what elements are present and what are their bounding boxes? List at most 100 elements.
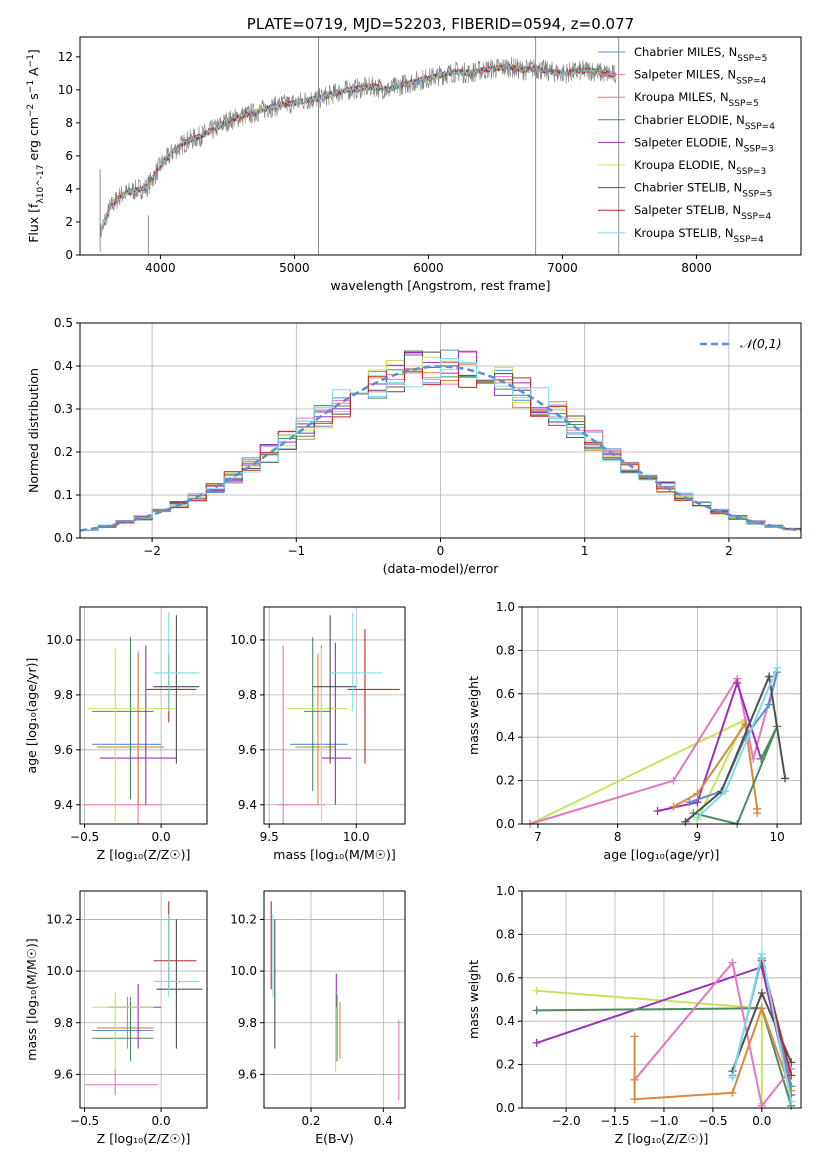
y-tick-label: 0.1 bbox=[54, 488, 73, 502]
axes-frame bbox=[79, 606, 208, 825]
x-tick-label: 0.0 bbox=[152, 830, 171, 844]
y-tick-label: 10.0 bbox=[46, 964, 73, 978]
x-tick-label: 0 bbox=[437, 544, 445, 558]
weight-marker bbox=[728, 958, 737, 967]
weight-marker bbox=[630, 1095, 639, 1104]
weight-marker bbox=[693, 813, 702, 822]
weight-marker bbox=[781, 774, 790, 783]
y-tick-label: 10.2 bbox=[230, 912, 257, 926]
y-tick-label: 0.4 bbox=[54, 359, 73, 373]
model-spectrum bbox=[102, 64, 617, 230]
label-part: Chabrier ELODIE, N bbox=[634, 113, 745, 127]
legend-label: Chabrier ELODIE, NSSP=4 bbox=[634, 113, 775, 132]
legend-label: Kroupa STELIB, NSSP=4 bbox=[634, 226, 764, 245]
weight-marker bbox=[757, 949, 766, 958]
label-part: Kroupa MILES, N bbox=[634, 90, 729, 104]
y-tick-label: 10.0 bbox=[230, 964, 257, 978]
x-tick-label: 0.0 bbox=[752, 1114, 771, 1128]
panel-mass-vs-ebv: 0.2 0.4 9.6 9.8 10.0 10.2 E(B-V) bbox=[230, 890, 406, 1146]
x-tick-label: −1.5 bbox=[600, 1114, 629, 1128]
y-tick-label: 0.6 bbox=[496, 971, 515, 985]
weight-line bbox=[633, 1005, 793, 1101]
x-axis-label: Z [log₁₀(Z/Z☉)] bbox=[97, 1131, 191, 1146]
x-tick-label: −0.5 bbox=[698, 1114, 727, 1128]
x-tick-label: 4000 bbox=[145, 261, 176, 275]
chart-title: PLATE=0719, MJD=52203, FIBERID=0594, z=0… bbox=[247, 15, 634, 33]
axes-frame bbox=[263, 606, 406, 825]
y-tick-label: 9.6 bbox=[238, 1067, 257, 1081]
x-axis-label: Z [log₁₀(Z/Z☉)] bbox=[615, 1131, 709, 1146]
x-tick-label: 9 bbox=[694, 830, 702, 844]
x-tick-label: −1 bbox=[287, 544, 305, 558]
y-axis-label: Normed distribution bbox=[26, 368, 41, 493]
weight-marker bbox=[757, 754, 766, 763]
weight-marker bbox=[787, 1097, 796, 1106]
label-part: Kroupa ELODIE, N bbox=[634, 158, 736, 172]
y-tick-label: 9.6 bbox=[54, 743, 73, 757]
y-tick-label: 0.0 bbox=[496, 817, 515, 831]
x-axis-label: mass [log₁₀(M/M☉)] bbox=[273, 847, 395, 862]
label-part: Salpeter STELIB, N bbox=[634, 203, 741, 217]
weight-marker bbox=[532, 986, 541, 995]
weight-line bbox=[693, 725, 779, 826]
label-part: SSP=5 bbox=[729, 99, 759, 109]
label-part: Salpeter ELODIE, N bbox=[634, 135, 744, 149]
y-tick-label: 9.6 bbox=[238, 743, 257, 757]
axes-frame bbox=[521, 606, 802, 825]
x-tick-label: 0.2 bbox=[301, 1114, 320, 1128]
plot-area bbox=[79, 349, 802, 532]
x-tick-label: −0.5 bbox=[70, 1114, 99, 1128]
label-part: SSP=5 bbox=[737, 54, 767, 64]
y-tick-label: 0.6 bbox=[496, 687, 515, 701]
weight-marker bbox=[721, 787, 730, 796]
legend-label: Salpeter MILES, NSSP=4 bbox=[634, 68, 766, 87]
weight-marker bbox=[765, 700, 774, 709]
label-part: Kroupa STELIB, N bbox=[634, 226, 734, 240]
weight-marker bbox=[733, 678, 742, 687]
y-tick-label: 1.0 bbox=[496, 884, 515, 898]
weight-marker bbox=[669, 802, 678, 811]
y-tick-label: 0.0 bbox=[496, 1101, 515, 1115]
panel-age-vs-mass: 9.5 10.0 9.4 9.6 9.8 10.0 mass [log₁₀(M/M☉)] bbox=[230, 606, 406, 862]
legend: Chabrier MILES, NSSP=5 Salpeter MILES, NS… bbox=[598, 45, 775, 245]
y-tick-label: 0.2 bbox=[54, 445, 73, 459]
legend-label: Chabrier MILES, NSSP=5 bbox=[634, 45, 767, 64]
x-tick-label: 0.4 bbox=[374, 1114, 393, 1128]
y-tick-label: 9.8 bbox=[54, 1016, 73, 1030]
panel-age-vs-Z: −0.5 0.0 9.4 9.6 9.8 10.0 Z [log₁₀(Z/Z☉)] age [… bbox=[24, 606, 208, 862]
weight-marker bbox=[532, 1006, 541, 1015]
x-tick-label: 7 bbox=[534, 830, 542, 844]
weight-marker bbox=[669, 776, 678, 785]
label-part: Chabrier STELIB, N bbox=[634, 181, 742, 195]
y-axis-label: Flux [fλ10^-17 erg cm−2 s−1 A−1] bbox=[26, 49, 46, 243]
label-part: SSP=3 bbox=[744, 144, 774, 154]
y-tick-label: 10.2 bbox=[46, 912, 73, 926]
x-tick-label: 8000 bbox=[681, 261, 712, 275]
y-axis-label: age [log₁₀(age/yr)] bbox=[24, 658, 39, 774]
x-tick-label: −2 bbox=[143, 544, 161, 558]
y-tick-label: 0.5 bbox=[54, 316, 73, 330]
y-axis-label: mass weight bbox=[466, 960, 481, 1039]
label-part: SSP=5 bbox=[742, 190, 772, 200]
weight-marker bbox=[630, 1075, 639, 1084]
legend-label: 𝒩(0,1) bbox=[740, 336, 782, 351]
model-spectrum bbox=[102, 64, 616, 230]
weight-marker bbox=[753, 809, 762, 818]
legend-label: Kroupa ELODIE, NSSP=3 bbox=[634, 158, 766, 177]
weight-line bbox=[657, 679, 763, 812]
panel-weight-vs-Z: −2.0 −1.5 −1.0 −0.5 0.0 0.0 0.2 0.4 0.6 0.8 1.0 Z [… bbox=[466, 884, 802, 1146]
legend-label: Kroupa MILES, NSSP=5 bbox=[634, 90, 759, 109]
y-tick-label: 9.4 bbox=[54, 798, 73, 812]
y-tick-label: 9.8 bbox=[54, 688, 73, 702]
weight-marker bbox=[630, 1032, 639, 1041]
plot-area bbox=[277, 612, 400, 824]
weight-marker bbox=[532, 1038, 541, 1047]
x-axis-label: age [log₁₀(age/yr)] bbox=[604, 847, 720, 862]
weight-marker bbox=[653, 806, 662, 815]
plot-area bbox=[525, 663, 790, 828]
x-tick-label: 10 bbox=[769, 830, 784, 844]
x-tick-label: 9.5 bbox=[260, 830, 279, 844]
label-part: A bbox=[26, 67, 41, 80]
plot-area bbox=[84, 901, 203, 1096]
x-tick-label: −2.0 bbox=[551, 1114, 580, 1128]
